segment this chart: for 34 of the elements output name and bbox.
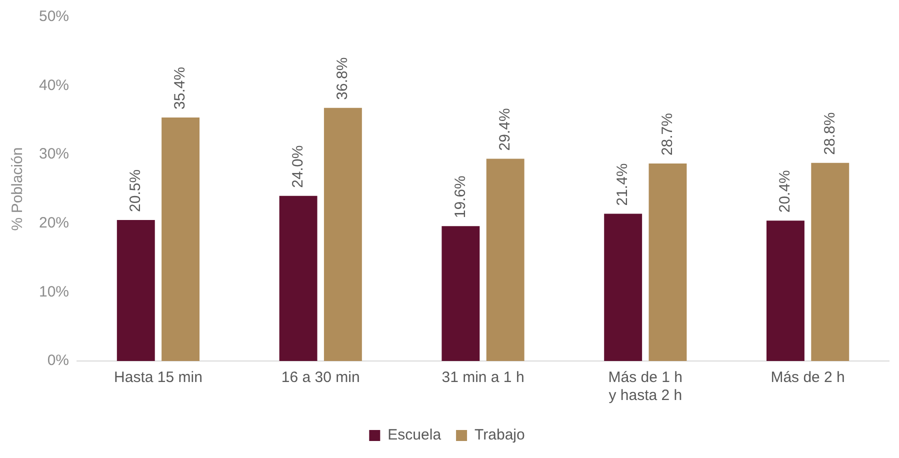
bar (811, 162, 850, 361)
y-tick-label: 50% (38, 8, 70, 26)
y-tick-label: 0% (47, 352, 70, 370)
data-label: 29.4% (496, 108, 514, 151)
data-label: 28.8% (821, 112, 838, 155)
bar (324, 108, 362, 361)
data-label: 36.8% (334, 57, 352, 100)
bar (442, 226, 480, 361)
y-axis-title: % Población (9, 147, 26, 231)
legend-label: Escuela (388, 426, 442, 444)
y-tick-label: 20% (38, 214, 70, 232)
data-label: 24.0% (289, 145, 306, 188)
bar (279, 196, 318, 361)
data-label: 21.4% (614, 163, 632, 206)
bar (116, 220, 155, 361)
legend-label: Trabajo (474, 426, 525, 444)
bar (766, 220, 804, 361)
bar (486, 158, 524, 361)
y-tick-label: 30% (38, 146, 70, 163)
bar (648, 164, 687, 361)
x-tick-label: Hasta 15 min (114, 369, 202, 386)
data-label: 20.4% (776, 170, 794, 213)
data-label: 35.4% (172, 66, 189, 110)
y-tick-label: 40% (38, 76, 70, 94)
x-tick-label: Más de 1 h y hasta 2 h (608, 369, 683, 404)
data-label: 20.5% (127, 169, 144, 212)
bar (162, 117, 200, 361)
x-tick-label: Más de 2 h (770, 369, 845, 386)
data-label: 28.7% (658, 112, 676, 156)
data-label: 19.6% (452, 176, 469, 218)
x-tick-label: 31 min a 1 h (442, 369, 524, 386)
y-tick-label: 10% (38, 283, 70, 300)
x-tick-label: 16 a 30 min (281, 369, 360, 386)
bar (604, 214, 642, 361)
